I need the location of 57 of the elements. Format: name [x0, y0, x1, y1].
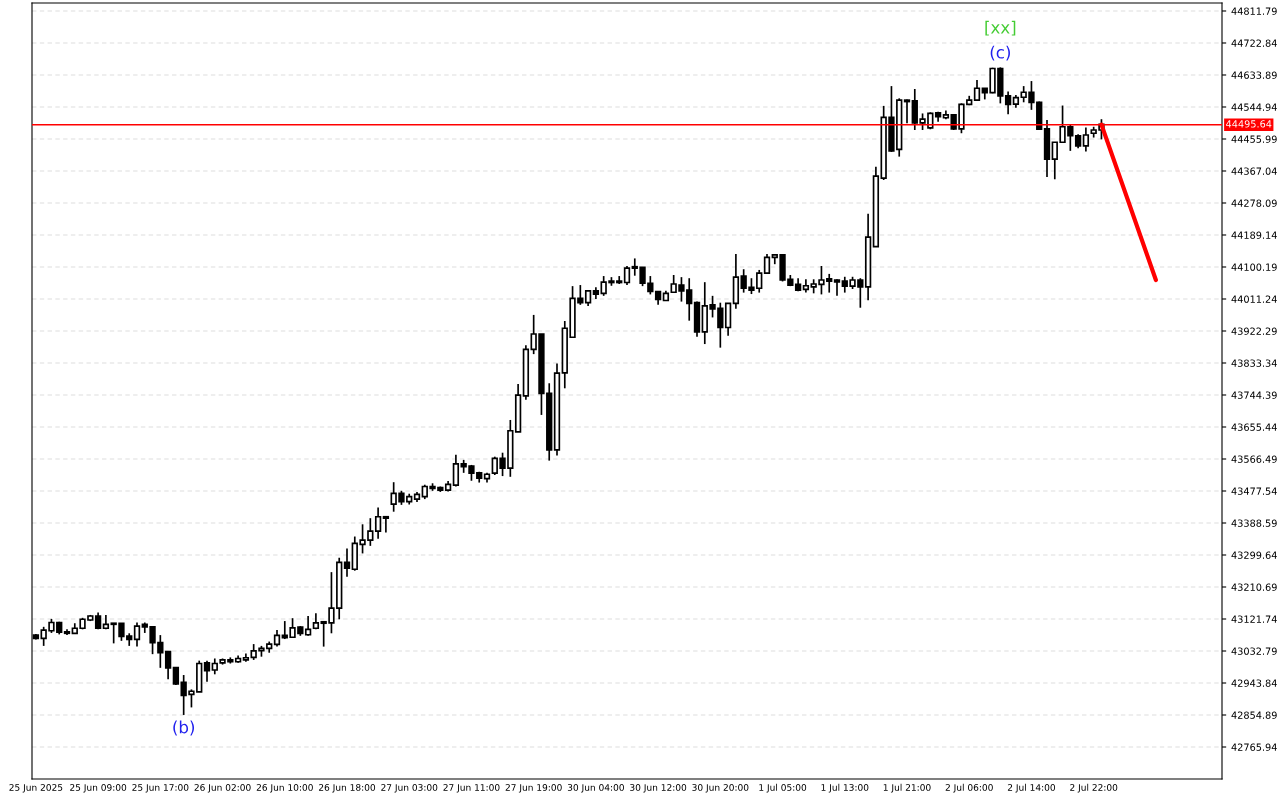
annotation: [xx]: [985, 20, 1016, 36]
x-tick-label: 2 Jul 06:00: [945, 783, 993, 793]
y-tick-label: 44100.19: [1231, 263, 1277, 271]
candlestick: [343, 547, 351, 578]
x-tick-label: 27 Jun 11:00: [443, 784, 500, 793]
candlestick: [973, 79, 981, 102]
annotation: (b): [173, 720, 195, 736]
y-tick-label: 44189.14: [1231, 231, 1277, 239]
candlestick: [1082, 126, 1090, 153]
y-tick-label: 43121.74: [1231, 615, 1277, 623]
y-tick-label: 43566.49: [1231, 455, 1277, 463]
x-tick-label: 25 Jun 2025: [9, 784, 63, 793]
y-tick-label: 43299.64: [1231, 551, 1277, 559]
x-tick-label: 1 Jul 05:00: [759, 783, 807, 793]
y-tick-label: 43833.34: [1231, 359, 1277, 367]
y-tick-label: 43388.59: [1231, 519, 1277, 527]
x-tick-label: 25 Jun 17:00: [132, 784, 189, 793]
candlestick: [382, 515, 390, 534]
y-tick-label: 42943.84: [1231, 679, 1277, 687]
x-tick-label: 25 Jun 09:00: [70, 784, 127, 793]
x-tick-label: 30 Jun 20:00: [692, 784, 749, 793]
y-tick-label: 42765.94: [1231, 743, 1277, 751]
y-tick-label: 43210.69: [1231, 583, 1277, 591]
x-tick-label: 30 Jun 04:00: [567, 784, 624, 793]
y-tick-label: 44633.89: [1231, 71, 1277, 79]
y-tick-label: 43922.29: [1231, 327, 1277, 335]
x-tick-label: 2 Jul 22:00: [1070, 783, 1118, 793]
y-tick-label: 44278.09: [1231, 199, 1277, 207]
ref-line-label: 44495.64: [1226, 120, 1272, 128]
candlestick: [833, 278, 841, 297]
y-tick-label: 42854.89: [1231, 711, 1277, 719]
y-tick-label: 44455.99: [1231, 135, 1277, 143]
y-tick-label: 44722.84: [1231, 39, 1277, 47]
x-tick-label: 30 Jun 12:00: [630, 784, 687, 793]
x-tick-label: 26 Jun 10:00: [256, 784, 313, 793]
y-tick-label: 43655.44: [1231, 423, 1277, 431]
y-tick-label: 44811.79: [1231, 7, 1277, 15]
candlestick: [763, 253, 771, 275]
x-tick-label: 27 Jun 19:00: [505, 784, 562, 793]
candlestick: [1004, 90, 1012, 116]
y-tick-label: 44544.94: [1231, 103, 1277, 111]
y-tick-label: 44367.04: [1231, 167, 1277, 175]
candlestick: [203, 659, 211, 683]
y-tick-label: 43477.54: [1231, 487, 1277, 495]
candlestick: [903, 98, 911, 124]
y-tick-label: 44011.24: [1231, 295, 1277, 303]
y-tick-label: 43032.79: [1231, 647, 1277, 655]
candlestick: [623, 265, 631, 286]
x-tick-label: 27 Jun 03:00: [381, 784, 438, 793]
x-tick-label: 2 Jul 14:00: [1007, 783, 1056, 793]
candlestick: [133, 621, 141, 648]
x-tick-label: 1 Jul 13:00: [821, 783, 869, 793]
x-tick-label: 1 Jul 21:00: [883, 783, 931, 793]
x-tick-label: 26 Jun 18:00: [318, 784, 376, 793]
x-tick-label: 26 Jun 02:00: [194, 784, 251, 793]
annotation: (c): [990, 45, 1010, 61]
y-tick-label: 43744.39: [1231, 391, 1277, 399]
